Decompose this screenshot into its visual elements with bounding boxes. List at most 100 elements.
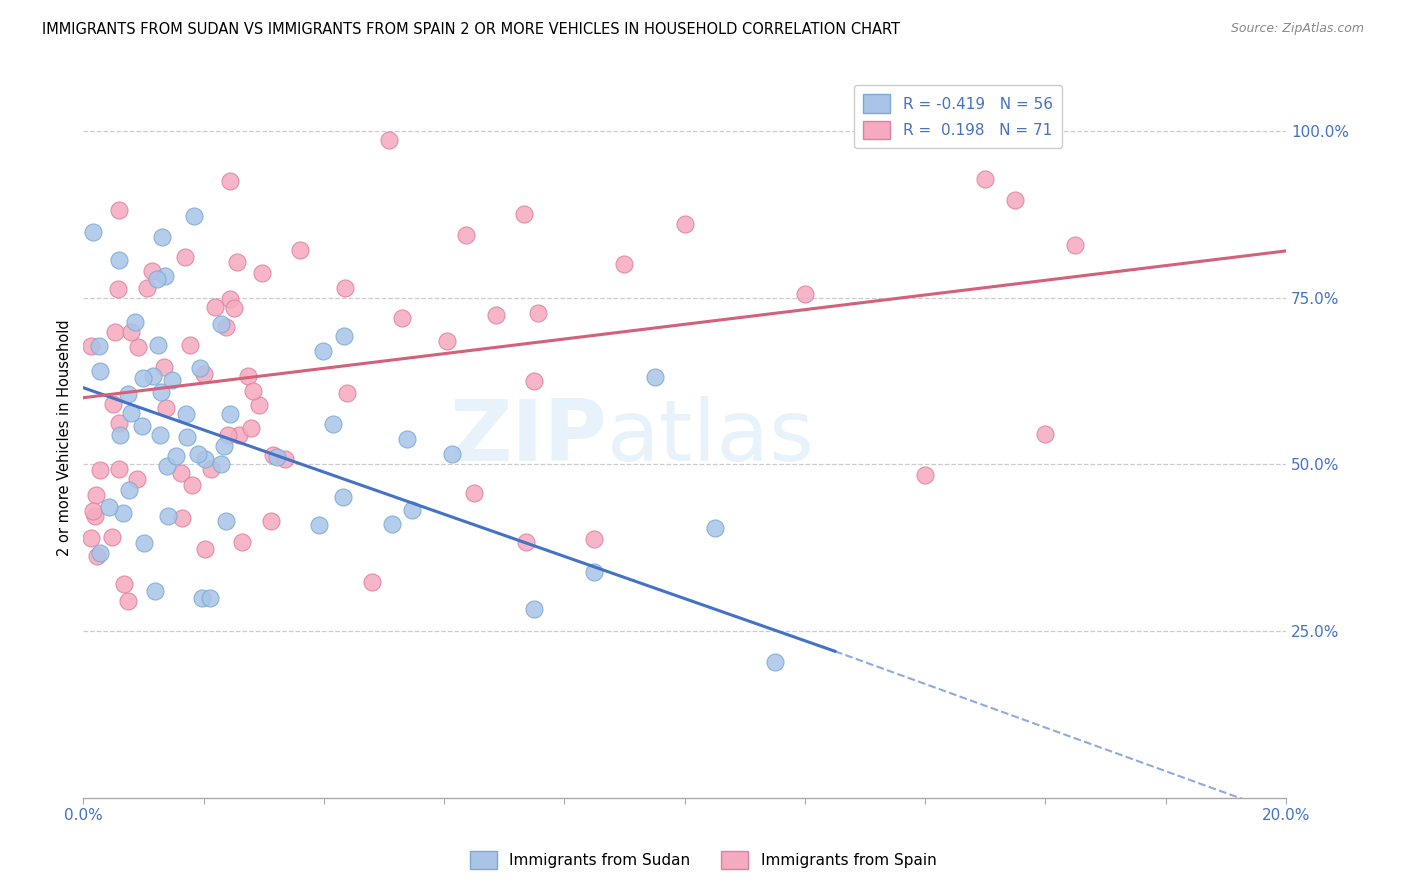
Point (219, 174, 242, 188)
Point (174, 250, 197, 264)
Point (1334, 784, 1357, 798)
Point (142, 369, 165, 384)
Point (515, 534, 537, 549)
Point (1035, 427, 1057, 442)
Point (613, 257, 636, 271)
Point (266, 450, 288, 464)
Point (97, 500, 120, 514)
Point (274, 452, 297, 467)
Point (107, 203, 129, 218)
Point (401, 503, 423, 517)
Point (148, 338, 170, 352)
Point (188, 360, 211, 375)
Point (117, 593, 139, 607)
Point (644, 370, 666, 384)
Point (156, 459, 179, 474)
Point (111, 506, 134, 520)
Point (260, 514, 283, 528)
Point (101, 530, 124, 544)
Point (247, 398, 270, 412)
Point (763, 655, 786, 669)
Point (312, 343, 335, 358)
Point (107, 282, 129, 296)
Point (183, 210, 205, 224)
Point (231, 535, 253, 549)
Point (215, 514, 238, 528)
Legend: Immigrants from Sudan, Immigrants from Spain: Immigrants from Sudan, Immigrants from S… (464, 845, 942, 875)
Point (181, 477, 204, 491)
Point (194, 541, 217, 556)
Point (204, 300, 226, 314)
Point (463, 486, 485, 500)
Point (132, 370, 155, 384)
Point (89, 546, 111, 560)
Point (395, 432, 418, 446)
Point (194, 452, 217, 467)
Point (583, 533, 606, 547)
Point (120, 406, 142, 420)
Point (155, 401, 177, 416)
Point (160, 373, 183, 387)
Point (108, 252, 131, 267)
Point (108, 462, 131, 476)
Point (1064, 237, 1087, 252)
Point (141, 263, 163, 277)
Point (974, 172, 997, 186)
Point (436, 334, 458, 348)
Text: Source: ZipAtlas.com: Source: ZipAtlas.com (1230, 22, 1364, 36)
Point (89, 463, 111, 477)
Point (179, 338, 201, 352)
Point (112, 577, 135, 591)
Point (170, 466, 193, 480)
Point (336, 386, 359, 401)
Point (793, 287, 815, 301)
Point (485, 308, 508, 322)
Point (212, 439, 235, 453)
Point (583, 565, 606, 579)
Point (191, 591, 214, 605)
Legend: R = -0.419   N = 56, R =  0.198   N = 71: R = -0.419 N = 56, R = 0.198 N = 71 (853, 85, 1062, 148)
Point (82, 504, 104, 518)
Point (87, 339, 110, 353)
Point (1004, 193, 1026, 207)
Point (219, 292, 242, 306)
Point (361, 574, 384, 589)
Point (526, 306, 548, 320)
Text: IMMIGRANTS FROM SUDAN VS IMMIGRANTS FROM SPAIN 2 OR MORE VEHICLES IN HOUSEHOLD C: IMMIGRANTS FROM SUDAN VS IMMIGRANTS FROM… (42, 22, 900, 37)
Point (673, 217, 696, 231)
Point (288, 243, 311, 257)
Point (322, 417, 344, 431)
Point (149, 427, 172, 442)
Point (165, 449, 187, 463)
Point (124, 315, 146, 329)
Point (136, 281, 159, 295)
Point (157, 508, 180, 523)
Point (127, 472, 149, 486)
Point (335, 281, 357, 295)
Point (86, 549, 108, 563)
Point (193, 367, 215, 381)
Point (209, 318, 232, 332)
Point (131, 419, 153, 434)
Point (104, 325, 127, 339)
Point (82, 225, 104, 239)
Point (117, 387, 139, 401)
Point (200, 462, 222, 476)
Point (153, 269, 176, 284)
Point (440, 447, 463, 461)
Point (239, 421, 262, 435)
Point (523, 601, 546, 615)
Point (89, 364, 111, 378)
Point (143, 583, 166, 598)
Text: atlas: atlas (606, 396, 814, 479)
Point (200, 591, 222, 606)
Point (150, 384, 173, 399)
Point (209, 457, 232, 471)
Point (378, 133, 401, 147)
Point (333, 329, 356, 343)
Point (215, 320, 238, 334)
Point (224, 301, 246, 316)
Point (703, 521, 725, 535)
Point (118, 483, 141, 497)
Point (217, 428, 239, 442)
